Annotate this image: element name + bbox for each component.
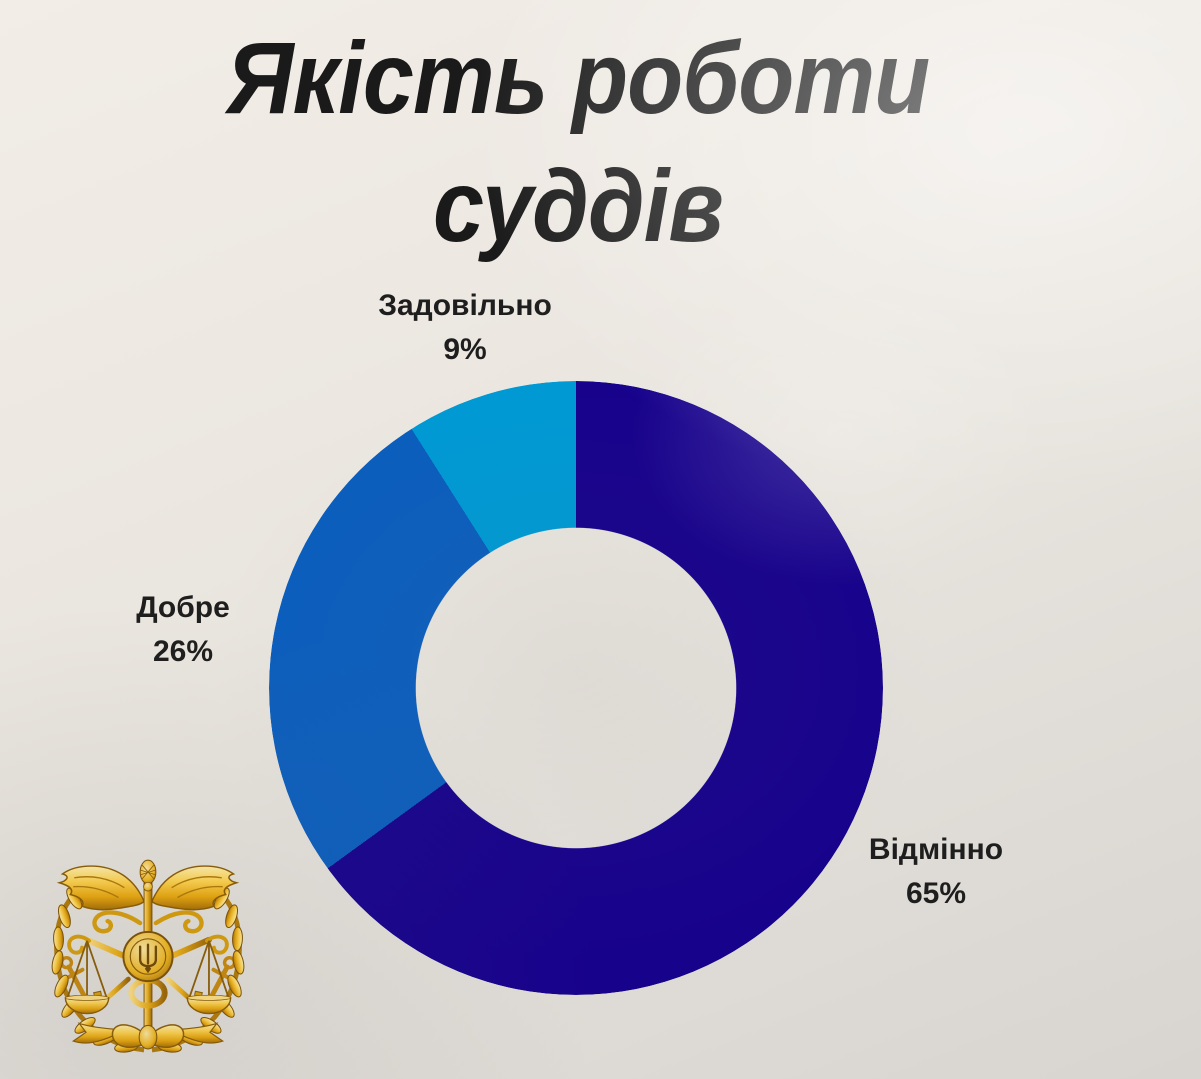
slice-name: Добре bbox=[136, 591, 230, 624]
slice-percent: 9% bbox=[443, 333, 487, 366]
title-line-1: Якість роботи bbox=[226, 21, 931, 135]
slice-percent: 65% bbox=[905, 877, 967, 910]
slice-name: Відмінно bbox=[868, 833, 1004, 866]
judicial-scales-emblem-icon bbox=[30, 859, 266, 1054]
slice-name: Задовільно bbox=[378, 289, 552, 322]
slice-label-dobre: Добре 26% bbox=[78, 586, 288, 674]
title-line-2: суддів bbox=[433, 149, 724, 263]
donut-chart bbox=[269, 381, 883, 995]
slice-label-vidminno: Відмінно 65% bbox=[816, 828, 1056, 916]
slice-percent: 26% bbox=[152, 635, 214, 668]
slice-label-zadovilno: Задовільно 9% bbox=[345, 284, 585, 372]
page-title: Якість роботи суддів bbox=[0, 14, 1156, 270]
